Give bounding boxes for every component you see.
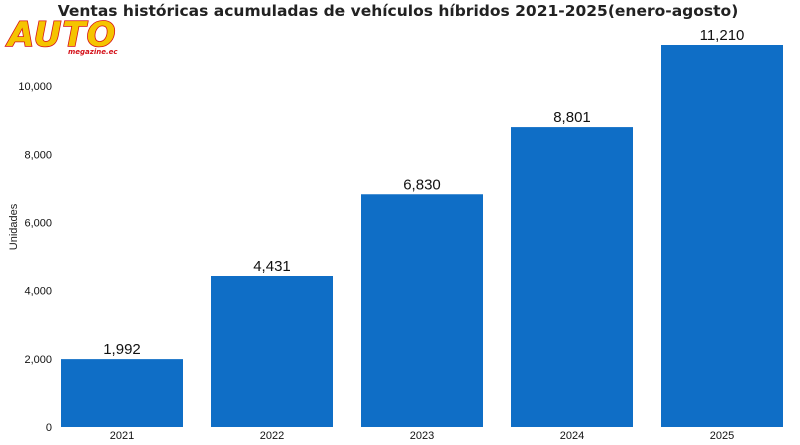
data-labels: 1,992 4,431 6,830 8,801 11,210 (103, 27, 744, 358)
bar-2023 (361, 194, 483, 427)
logo: AUTO megazine.ec (4, 14, 118, 56)
x-tick-label: 2021 (110, 430, 134, 442)
chart-title: Ventas históricas acumuladas de vehículo… (58, 2, 739, 20)
y-tick-label: 4,000 (24, 286, 52, 298)
data-label-2025: 11,210 (700, 27, 745, 44)
bar-2024 (511, 127, 633, 427)
y-axis-label: Unidades (8, 203, 20, 250)
y-tick-label: 10,000 (18, 81, 52, 93)
bars (61, 45, 783, 427)
y-tick-label: 2,000 (24, 354, 52, 366)
x-tick-label: 2022 (260, 430, 284, 442)
data-label-2021: 1,992 (103, 341, 141, 358)
y-axis-ticks: 0 2,000 4,000 6,000 8,000 10,000 (18, 81, 52, 434)
x-tick-label: 2025 (710, 430, 734, 442)
data-label-2024: 8,801 (553, 109, 591, 126)
data-label-2022: 4,431 (253, 258, 291, 275)
x-tick-label: 2024 (560, 430, 584, 442)
bar-2021 (61, 359, 183, 427)
bar-2025 (661, 45, 783, 427)
data-label-2023: 6,830 (403, 176, 441, 193)
x-tick-label: 2023 (410, 430, 434, 442)
bar-2022 (211, 276, 333, 427)
y-tick-label: 8,000 (24, 149, 52, 161)
logo-sub-text: megazine.ec (68, 48, 118, 56)
y-tick-label: 6,000 (24, 218, 52, 230)
y-tick-label: 0 (46, 422, 52, 434)
logo-main-text: AUTO (5, 15, 117, 55)
x-axis-ticks: 2021 2022 2023 2024 2025 (110, 430, 734, 442)
